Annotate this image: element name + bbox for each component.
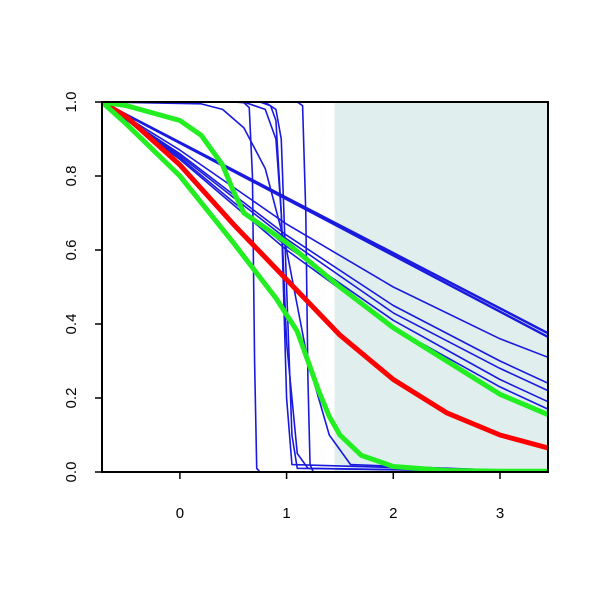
series-line-4 xyxy=(102,102,548,472)
y-tick-label: 0.8 xyxy=(63,166,80,187)
series-line-8 xyxy=(102,102,548,339)
series-line-6 xyxy=(102,102,548,472)
axis-layer: 0 1 2 3 0.0 0.2 0.4 0.6 0.8 1.0 xyxy=(63,92,504,522)
plot-frame xyxy=(101,101,549,473)
y-tick-label: 0.0 xyxy=(63,462,80,483)
series-line-14 xyxy=(102,102,548,451)
x-tick-label: 0 xyxy=(176,505,184,522)
x-tick-label: 3 xyxy=(496,505,504,522)
series-line-11 xyxy=(102,102,548,392)
series-line-5 xyxy=(102,102,548,472)
y-tick-label: 0.4 xyxy=(63,314,80,335)
series-line-9 xyxy=(102,102,548,359)
y-tick-label: 0.2 xyxy=(63,388,80,409)
series-line-15 xyxy=(102,102,548,418)
series-line-16 xyxy=(102,102,548,472)
series-line-10 xyxy=(102,102,548,385)
x-tick-label: 2 xyxy=(389,505,397,522)
x-tick-label: 1 xyxy=(282,505,290,522)
y-tick-label: 1.0 xyxy=(63,92,80,113)
y-tick-label: 0.6 xyxy=(63,240,80,261)
series-line-12 xyxy=(102,102,548,403)
